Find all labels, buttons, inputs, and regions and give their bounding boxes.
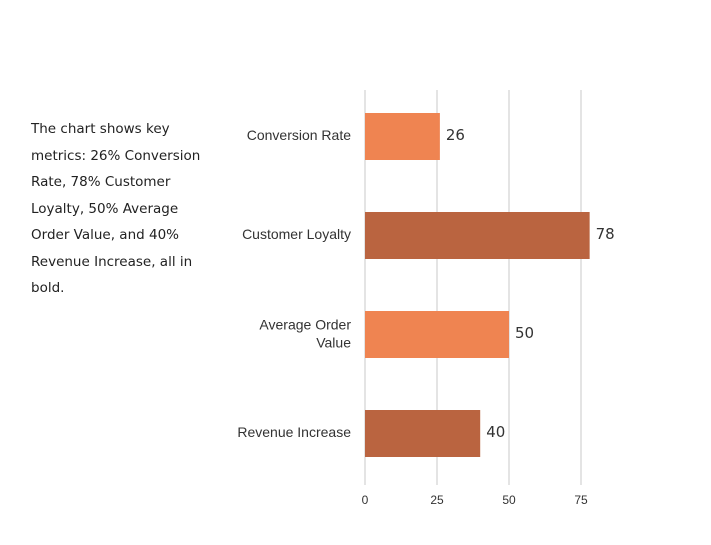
bar xyxy=(365,212,590,259)
data-label: 40 xyxy=(486,423,505,441)
bar xyxy=(365,311,509,358)
category-label: Conversion Rate xyxy=(247,127,351,143)
category-label: Revenue Increase xyxy=(237,424,351,440)
data-label: 50 xyxy=(515,324,534,342)
x-tick-label: 0 xyxy=(362,493,369,507)
category-label: Customer Loyalty xyxy=(242,226,351,242)
bar xyxy=(365,410,481,457)
category-label: Average Order Value xyxy=(259,316,351,350)
bar xyxy=(365,113,440,160)
x-tick-label: 50 xyxy=(502,493,516,507)
data-label: 78 xyxy=(596,225,615,243)
chart-description: The chart shows key metrics: 26% Convers… xyxy=(31,121,201,296)
x-tick-label: 25 xyxy=(430,493,444,507)
data-label: 26 xyxy=(446,126,465,144)
x-tick-label: 75 xyxy=(574,493,588,507)
